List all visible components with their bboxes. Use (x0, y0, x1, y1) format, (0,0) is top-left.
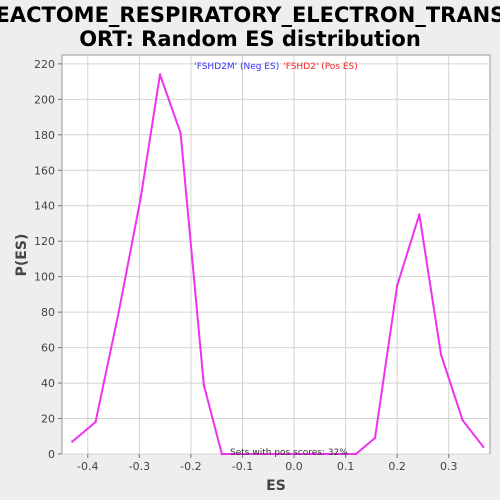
y-axis-label: P(ES) (14, 234, 30, 277)
pos-scores-annotation: Sets with pos scores: 32% (230, 448, 348, 458)
plot-area (61, 54, 491, 455)
data-point (179, 131, 182, 135)
y-tick-label: 140 (34, 200, 55, 213)
data-point (202, 383, 206, 387)
x-tick-label: 0.0 (285, 460, 303, 473)
y-tick-label: 180 (34, 129, 55, 142)
data-point (267, 452, 270, 456)
chart-title-line2: ORT: Random ES distribution (79, 27, 421, 51)
x-tick-label: -0.1 (232, 460, 253, 473)
x-tick-label: 0.3 (440, 460, 458, 473)
y-tick-label: 20 (41, 413, 55, 426)
x-axis-ticks: -0.4 -0.3 -0.2 -0.1 0.0 0.1 0.2 0.3 (77, 454, 457, 473)
chart-legend: 'FSHD2M' (Neg ES) 'FSHD2' (Pos ES) (194, 62, 358, 72)
x-tick-label: -0.4 (77, 460, 98, 473)
data-point (373, 436, 377, 440)
data-point (292, 452, 296, 456)
x-axis-label: ES (266, 478, 286, 494)
y-tick-label: 100 (34, 271, 55, 284)
data-point (241, 452, 244, 456)
data-point (318, 452, 322, 456)
legend-pos: 'FSHD2' (Pos ES) (283, 62, 358, 72)
data-point (439, 353, 443, 356)
grid-lines (62, 55, 490, 455)
x-tick-label: 0.1 (337, 460, 355, 473)
data-point (117, 310, 120, 314)
y-tick-label: 200 (34, 93, 55, 106)
x-tick-label: 0.2 (388, 460, 406, 473)
x-tick-label: -0.3 (129, 460, 150, 473)
data-point (354, 452, 358, 456)
y-tick-label: 80 (41, 306, 55, 319)
y-tick-label: 160 (34, 164, 55, 177)
chart-title-line1: REACTOME_RESPIRATORY_ELECTRON_TRANSP (0, 3, 500, 27)
data-point (94, 420, 97, 424)
data-point (158, 73, 162, 76)
data-point (220, 452, 224, 456)
data-point (482, 445, 485, 449)
y-tick-label: 0 (48, 448, 55, 461)
series-layer (71, 73, 485, 456)
y-axis-ticks: 0 20 40 60 80 100 120 140 160 180 200 220 (34, 58, 62, 461)
data-point (139, 195, 143, 199)
x-tick-label: -0.2 (180, 460, 201, 473)
data-point (71, 440, 74, 443)
data-point (461, 419, 464, 422)
data-point (418, 213, 421, 216)
y-tick-label: 220 (34, 58, 55, 71)
y-tick-label: 40 (41, 377, 55, 390)
y-tick-label: 120 (34, 235, 55, 248)
data-point (395, 284, 399, 287)
legend-neg: 'FSHD2M' (Neg ES) (194, 62, 279, 72)
y-tick-label: 60 (41, 342, 55, 355)
